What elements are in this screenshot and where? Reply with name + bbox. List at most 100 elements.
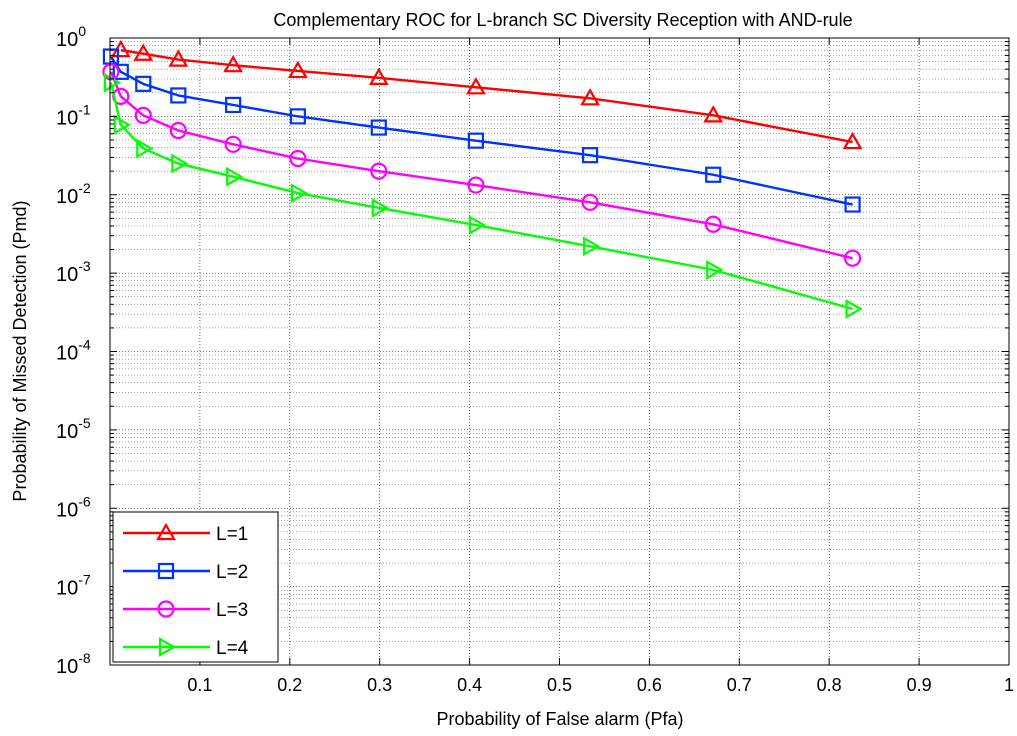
data-point <box>169 121 187 140</box>
series-l-3 <box>102 63 862 267</box>
legend-label: L=1 <box>216 524 248 545</box>
x-tick-label: 0.1 <box>187 675 212 695</box>
data-point <box>582 236 601 257</box>
data-point <box>136 138 154 159</box>
y-tick-label: 10-4 <box>56 337 91 365</box>
data-point <box>370 162 388 180</box>
series-line <box>109 82 853 311</box>
y-tick-exponent: -2 <box>78 180 91 196</box>
legend-marker <box>156 522 176 541</box>
legend-entry: L=2 <box>123 562 248 583</box>
data-point <box>704 215 722 233</box>
y-tick-base: 10 <box>56 186 78 208</box>
y-tick-label: 10-3 <box>56 258 91 286</box>
series-l-2 <box>102 48 861 213</box>
data-point <box>465 77 486 95</box>
data-point <box>467 132 484 149</box>
y-tick-label: 100 <box>56 23 86 51</box>
y-axis-label: Probability of Missed Detection (Pmd) <box>10 200 30 501</box>
y-tick-base: 10 <box>56 499 78 521</box>
data-point <box>226 166 244 187</box>
data-point <box>224 135 242 153</box>
y-tick-label: 10-2 <box>56 180 91 208</box>
legend-box <box>112 511 279 663</box>
x-axis-label: Probability of False alarm (Pfa) <box>436 709 683 729</box>
series-l-1 <box>110 39 863 150</box>
legend-entry: L=1 <box>123 522 248 545</box>
data-point <box>223 54 244 73</box>
data-point <box>170 87 187 104</box>
data-point <box>135 75 152 92</box>
legend: L=1 L=2 L=3 L=4 <box>112 511 279 663</box>
legend-label: L=4 <box>216 638 249 659</box>
series-layer <box>102 39 863 319</box>
y-tick-base: 10 <box>56 578 78 600</box>
data-point <box>112 63 129 80</box>
data-point <box>705 166 722 183</box>
data-point <box>581 147 599 164</box>
data-point <box>581 193 599 211</box>
data-point <box>225 96 242 114</box>
legend-marker <box>157 562 175 580</box>
data-point <box>842 131 863 150</box>
y-tick-base: 10 <box>56 656 78 678</box>
y-tick-exponent: -7 <box>78 572 91 588</box>
series-l-4 <box>103 72 863 319</box>
chart-title: Complementary ROC for L-branch SC Divers… <box>273 10 852 30</box>
data-point <box>368 67 389 85</box>
data-point <box>370 119 387 136</box>
axis-ticks: 0.1 0.2 0.3 0.4 0.5 0.6 0.7 0.8 0.9 110010-110-21… <box>56 23 1014 695</box>
data-point <box>703 105 724 123</box>
data-point <box>468 215 487 235</box>
legend-marker <box>157 600 175 618</box>
data-point <box>289 108 306 125</box>
data-point <box>371 197 390 218</box>
data-point <box>171 153 189 174</box>
data-point <box>134 106 152 124</box>
x-tick-label: 0.5 <box>547 675 572 695</box>
y-tick-base: 10 <box>56 343 78 365</box>
x-tick-label: 0.6 <box>637 675 662 695</box>
x-tick-label: 0.8 <box>817 675 842 695</box>
y-tick-label: 10-5 <box>56 415 91 443</box>
x-tick-label: 0.2 <box>277 675 302 695</box>
y-tick-label: 10-8 <box>56 650 91 678</box>
legend-marker <box>158 637 177 657</box>
legend-entry: L=4 <box>123 637 249 659</box>
series-line <box>120 48 853 144</box>
legend-label: L=3 <box>216 600 248 621</box>
x-tick-label: 0.7 <box>727 675 752 695</box>
data-point <box>580 88 600 106</box>
data-point <box>706 259 724 280</box>
y-tick-label: 10-1 <box>56 101 91 129</box>
x-tick-label: 1 <box>1004 675 1014 695</box>
y-tick-label: 10-7 <box>56 572 91 600</box>
data-point <box>467 176 485 194</box>
y-tick-base: 10 <box>56 264 78 286</box>
legend-label: L=2 <box>216 562 248 583</box>
y-tick-label: 10-6 <box>56 493 91 521</box>
x-tick-label: 0.4 <box>457 675 482 695</box>
y-tick-exponent: -3 <box>78 258 91 274</box>
legend-entry: L=3 <box>123 600 248 621</box>
y-tick-exponent: -6 <box>78 493 91 509</box>
y-tick-exponent: -8 <box>78 650 91 666</box>
y-tick-exponent: -1 <box>78 101 91 117</box>
data-point <box>289 149 307 168</box>
data-point <box>845 298 863 319</box>
y-tick-base: 10 <box>56 107 78 129</box>
data-point <box>287 60 308 79</box>
legend-items: L=1 L=2 L=3 L=4 <box>123 522 249 659</box>
y-tick-base: 10 <box>56 421 78 443</box>
data-point <box>290 183 309 203</box>
data-point <box>133 43 154 61</box>
data-point <box>843 249 862 267</box>
y-tick-base: 10 <box>56 29 78 51</box>
data-point <box>113 114 132 135</box>
data-point <box>168 49 189 67</box>
y-tick-exponent: -5 <box>78 415 91 431</box>
series-line <box>109 71 853 260</box>
x-tick-label: 0.9 <box>907 675 932 695</box>
y-tick-exponent: -4 <box>78 337 91 353</box>
